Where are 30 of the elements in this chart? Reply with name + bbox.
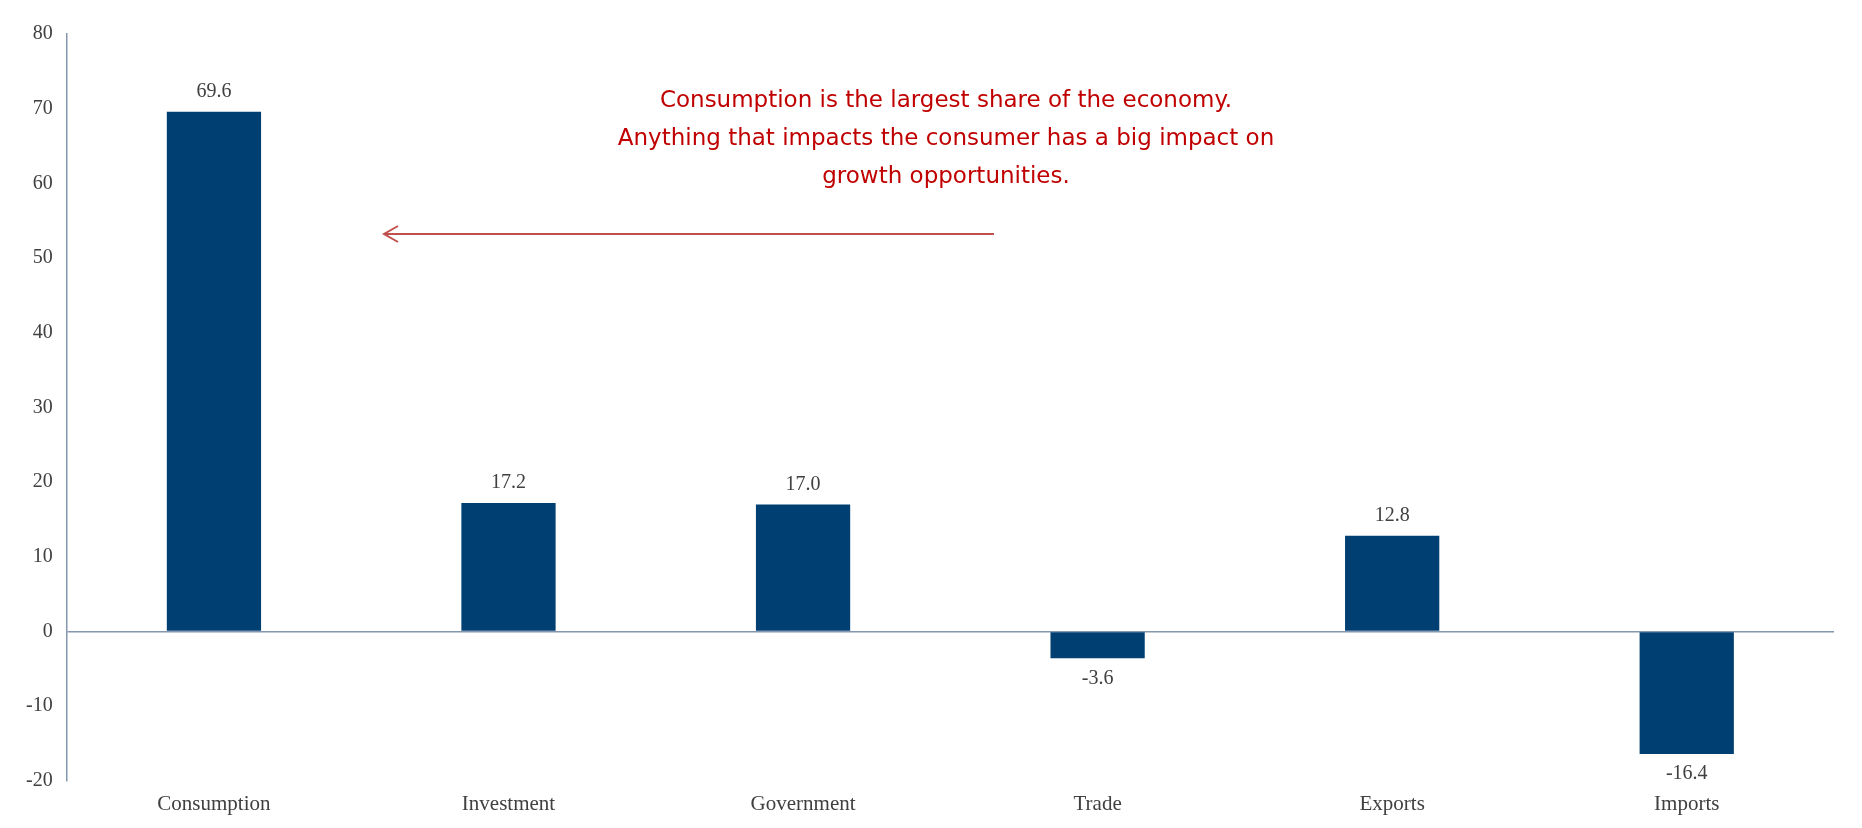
y-tick-label: 20	[32, 469, 53, 492]
x-tick-label: Investment	[461, 790, 556, 815]
y-tick-label: 70	[32, 95, 53, 118]
annotation: Consumption is the largest share of the economy. Anything that impacts the consumer has a big impact on growth opportunities.	[617, 85, 1275, 188]
bar	[755, 504, 851, 631]
x-tick-label: Government	[750, 790, 856, 815]
y-tick-label: 0	[42, 618, 53, 641]
bar	[461, 502, 556, 631]
data-label: -3.6	[1081, 665, 1114, 688]
y-tick-label: -10	[25, 693, 53, 716]
data-label: 17.2	[491, 470, 526, 493]
bar	[1345, 535, 1440, 631]
x-tick-label: Exports	[1359, 790, 1425, 815]
y-tick-label: -20	[25, 768, 53, 791]
y-tick-label: 40	[32, 319, 53, 342]
data-label: 12.8	[1374, 503, 1410, 526]
x-tick-label: Imports	[1654, 790, 1720, 815]
x-tick-label: Consumption	[157, 790, 272, 815]
y-tick-label: 30	[32, 394, 53, 417]
bar	[166, 111, 262, 631]
bar	[1639, 632, 1734, 754]
bar	[1050, 632, 1145, 659]
data-label: -16.4	[1665, 761, 1708, 784]
x-tick-label: Trade	[1073, 790, 1122, 815]
data-label: 17.0	[785, 471, 821, 494]
y-tick-label: 60	[32, 170, 53, 193]
y-tick-label: 50	[32, 245, 53, 268]
data-label: 69.6	[196, 78, 232, 101]
y-tick-label: 80	[32, 21, 53, 44]
y-tick-label: 10	[32, 544, 53, 567]
